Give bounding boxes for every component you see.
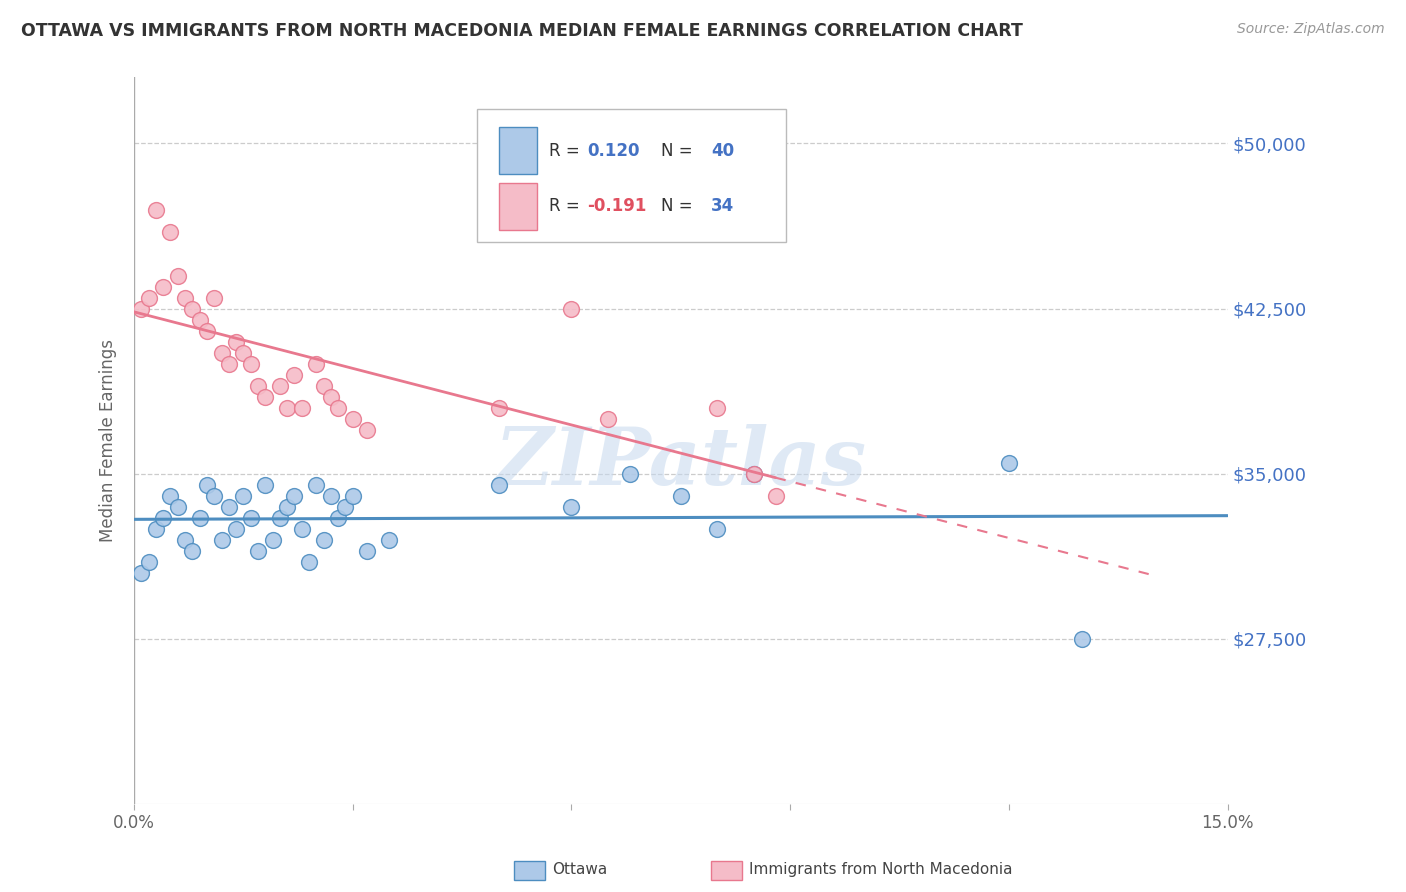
Point bbox=[246, 378, 269, 392]
Text: 40: 40 bbox=[711, 142, 734, 160]
Point bbox=[560, 301, 582, 316]
Point bbox=[276, 401, 298, 415]
Point bbox=[342, 489, 364, 503]
Point bbox=[225, 522, 247, 536]
Point bbox=[254, 390, 277, 404]
Point bbox=[211, 345, 233, 359]
Point bbox=[232, 345, 254, 359]
Point bbox=[138, 555, 160, 569]
Point bbox=[225, 334, 247, 349]
Y-axis label: Median Female Earnings: Median Female Earnings bbox=[100, 339, 117, 542]
Point bbox=[246, 543, 269, 558]
Point bbox=[181, 301, 204, 316]
Point bbox=[669, 489, 692, 503]
Point bbox=[619, 467, 641, 481]
Point bbox=[378, 533, 401, 547]
Point bbox=[131, 301, 153, 316]
Point bbox=[291, 522, 314, 536]
Point bbox=[765, 489, 787, 503]
Point bbox=[596, 411, 619, 425]
Point bbox=[254, 477, 277, 491]
Point bbox=[488, 401, 510, 415]
Point bbox=[195, 324, 218, 338]
Point bbox=[305, 477, 328, 491]
Point bbox=[305, 357, 328, 371]
Point bbox=[283, 368, 305, 382]
Text: R =: R = bbox=[548, 142, 585, 160]
Point bbox=[174, 291, 197, 305]
Point bbox=[232, 489, 254, 503]
Point bbox=[166, 500, 188, 514]
Point bbox=[218, 500, 240, 514]
Point bbox=[239, 510, 262, 524]
Text: N =: N = bbox=[661, 142, 697, 160]
Point bbox=[202, 489, 225, 503]
Point bbox=[356, 423, 378, 437]
Text: 0.120: 0.120 bbox=[588, 142, 640, 160]
Point bbox=[131, 566, 153, 580]
Text: Immigrants from North Macedonia: Immigrants from North Macedonia bbox=[749, 863, 1012, 877]
Text: -0.191: -0.191 bbox=[588, 197, 647, 215]
Point bbox=[1070, 632, 1092, 646]
Text: OTTAWA VS IMMIGRANTS FROM NORTH MACEDONIA MEDIAN FEMALE EARNINGS CORRELATION CHA: OTTAWA VS IMMIGRANTS FROM NORTH MACEDONI… bbox=[21, 22, 1024, 40]
Text: N =: N = bbox=[661, 197, 697, 215]
Point bbox=[269, 378, 291, 392]
Point bbox=[298, 555, 321, 569]
Point bbox=[319, 489, 342, 503]
Text: Ottawa: Ottawa bbox=[553, 863, 607, 877]
Text: ZIPatlas: ZIPatlas bbox=[495, 424, 868, 501]
Point bbox=[706, 522, 728, 536]
Point bbox=[328, 510, 350, 524]
Point bbox=[262, 533, 284, 547]
Point bbox=[145, 522, 167, 536]
Point bbox=[195, 477, 218, 491]
Point bbox=[291, 401, 314, 415]
Text: Source: ZipAtlas.com: Source: ZipAtlas.com bbox=[1237, 22, 1385, 37]
Point bbox=[342, 411, 364, 425]
Point bbox=[159, 225, 181, 239]
Point bbox=[159, 489, 181, 503]
Point bbox=[188, 510, 211, 524]
Point bbox=[166, 268, 188, 283]
Point bbox=[152, 279, 174, 293]
Point bbox=[218, 357, 240, 371]
Point bbox=[706, 401, 728, 415]
Point bbox=[138, 291, 160, 305]
Point bbox=[181, 543, 204, 558]
Point bbox=[188, 312, 211, 326]
Point bbox=[145, 202, 167, 217]
Point bbox=[312, 533, 335, 547]
Point bbox=[335, 500, 357, 514]
Point bbox=[239, 357, 262, 371]
Text: R =: R = bbox=[548, 197, 585, 215]
Point bbox=[152, 510, 174, 524]
Point bbox=[319, 390, 342, 404]
Point bbox=[356, 543, 378, 558]
Point bbox=[276, 500, 298, 514]
Point bbox=[742, 467, 765, 481]
Point bbox=[283, 489, 305, 503]
Point bbox=[742, 467, 765, 481]
Text: 34: 34 bbox=[711, 197, 734, 215]
Point bbox=[211, 533, 233, 547]
Point bbox=[488, 477, 510, 491]
Point bbox=[312, 378, 335, 392]
Point bbox=[269, 510, 291, 524]
Point bbox=[560, 500, 582, 514]
Point bbox=[174, 533, 197, 547]
Point bbox=[328, 401, 350, 415]
Point bbox=[202, 291, 225, 305]
Point bbox=[998, 456, 1021, 470]
